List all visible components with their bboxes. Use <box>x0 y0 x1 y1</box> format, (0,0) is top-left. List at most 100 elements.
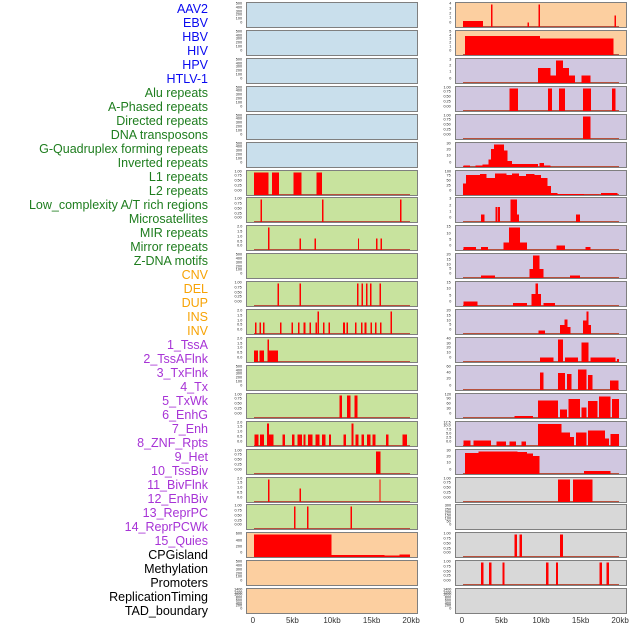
y-tick-label: 0 <box>448 411 451 416</box>
y-tick-label: 0.75 <box>443 537 451 541</box>
y-tick-label: 1.0 <box>236 318 242 323</box>
y-axis-ticks: 2.0 1.5 1.0 0.5 0.0 <box>226 337 244 363</box>
signal-svg <box>253 423 411 446</box>
y-tick-label: 0.5 <box>236 434 242 439</box>
y-tick-label: 0.25 <box>234 406 242 411</box>
y-tick-label: 1.00 <box>234 197 242 202</box>
y-tick-label: 3 <box>448 37 451 42</box>
track-plot <box>246 532 418 559</box>
y-tick-label: 0.0 <box>236 495 242 500</box>
y-tick-label: 0.50 <box>443 123 451 127</box>
y-axis-ticks: 1.00 0.75 0.50 0.25 0.00 <box>435 86 453 112</box>
track-plot <box>455 336 627 363</box>
y-tick-label: 15 <box>446 225 451 230</box>
y-tick-label: 0.00 <box>234 467 242 472</box>
signal-svg <box>462 369 620 390</box>
y-tick-label: 4 <box>448 2 451 6</box>
y-tick-label: 0 <box>239 383 242 388</box>
y-tick-label: 0.75 <box>443 564 451 569</box>
track-plot <box>455 309 627 335</box>
signal-svg <box>462 116 620 139</box>
signal-svg <box>247 3 417 27</box>
y-tick-label: 500 <box>235 560 242 564</box>
y-tick-label: 0 <box>239 132 242 137</box>
y-tick-label: 0.00 <box>234 411 242 416</box>
y-tick-label: 1.00 <box>234 169 242 174</box>
y-tick-label: 1.00 <box>234 392 242 397</box>
y-tick-label: 2.0 <box>236 336 242 341</box>
y-axis-ticks: 2.0 1.5 1.0 0.5 0.0 <box>226 421 244 447</box>
y-tick-label: 10 <box>446 318 451 323</box>
track-label: G-Quadruplex forming repeats <box>39 142 208 157</box>
y-tick-label: 0.5 <box>236 239 242 244</box>
y-tick-label: 800 <box>235 596 242 600</box>
y-axis-ticks: 1400 1200 1000 800 600 400 200 0 <box>435 588 453 614</box>
y-tick-label: 1.00 <box>443 85 451 90</box>
y-tick-label: 5.0 <box>445 431 451 436</box>
y-tick-label: 400 <box>444 601 451 606</box>
track-plot <box>455 85 627 112</box>
track-plot <box>455 476 627 503</box>
signal-svg <box>462 534 620 558</box>
track-plot <box>246 141 418 168</box>
y-tick-label: 15 <box>446 281 451 285</box>
track-plot <box>455 588 627 615</box>
y-tick-label: 500 <box>235 2 242 6</box>
y-tick-label: 20 <box>446 253 451 257</box>
y-axis-ticks: 500 400 300 200 100 0 <box>226 30 244 56</box>
y-tick-label: 10 <box>446 461 451 465</box>
track-plot <box>455 253 627 280</box>
signal-svg <box>253 227 411 251</box>
track-label: DNA transposons <box>110 128 208 143</box>
y-tick-label: 300 <box>235 260 242 265</box>
y-axis-ticks: 1.00 0.75 0.50 0.25 0.00 <box>226 449 244 475</box>
y-axis-ticks: 60 40 20 0 <box>435 365 453 391</box>
y-axis-ticks: 1.00 0.75 0.50 0.25 0.00 <box>435 114 453 140</box>
y-tick-label: 0.75 <box>234 285 242 290</box>
signal-svg <box>253 171 411 195</box>
track-plot <box>246 420 418 447</box>
y-tick-label: 0.25 <box>234 295 242 300</box>
y-tick-label: 1.00 <box>234 504 242 509</box>
track-label: INV <box>187 324 208 338</box>
track-label: 14_ReprPCWk <box>124 519 208 534</box>
y-tick-label: 800 <box>444 596 451 600</box>
track-label: CPGisland <box>148 547 208 562</box>
track-label: TAD_boundary <box>124 603 208 618</box>
y-tick-label: 0 <box>448 300 451 304</box>
y-tick-label: 1.00 <box>443 532 451 537</box>
y-tick-label: 2 <box>448 41 451 46</box>
y-tick-label: 7.5 <box>445 428 451 432</box>
y-tick-label: 1.00 <box>234 281 242 285</box>
signal-svg <box>462 562 620 585</box>
signal-svg <box>462 227 620 251</box>
track-plot <box>455 504 627 531</box>
x-tick-label: 5kb <box>285 616 299 625</box>
y-tick-label: 120 <box>444 392 451 397</box>
y-tick-label: 10.0 <box>443 424 451 429</box>
y-axis-ticks: 120 90 60 30 0 <box>435 393 453 419</box>
y-tick-label: 300 <box>235 65 242 70</box>
y-axis-ticks: 1.00 0.75 0.50 0.25 0.00 <box>226 281 244 307</box>
y-tick-label: 1200 <box>233 590 242 595</box>
y-tick-label: 1400 <box>233 588 242 592</box>
y-tick-label: 500 <box>235 57 242 62</box>
y-tick-label: 0.0 <box>236 355 242 360</box>
signal-svg <box>247 87 417 111</box>
y-tick-label: 100 <box>235 100 242 105</box>
track-plot <box>455 169 627 196</box>
y-tick-label: 50 <box>446 179 451 183</box>
y-axis-ticks: 20 15 10 5 0 <box>435 253 453 279</box>
y-axis-ticks: 30 20 10 0 <box>435 449 453 475</box>
y-axis-ticks: 1.00 0.75 0.50 0.25 0.00 <box>435 560 453 586</box>
y-tick-label: 1.5 <box>236 230 242 234</box>
y-tick-label: 100 <box>235 156 242 161</box>
y-tick-label: 1 <box>448 70 451 75</box>
track-label: 4_Tx <box>180 379 208 394</box>
track-label: MIR repeats <box>139 226 208 241</box>
y-tick-label: 1 <box>448 16 451 21</box>
track-plot <box>246 588 418 615</box>
y-axis-ticks: 12.5 10.0 7.5 5.0 2.5 0.0 <box>435 421 453 447</box>
